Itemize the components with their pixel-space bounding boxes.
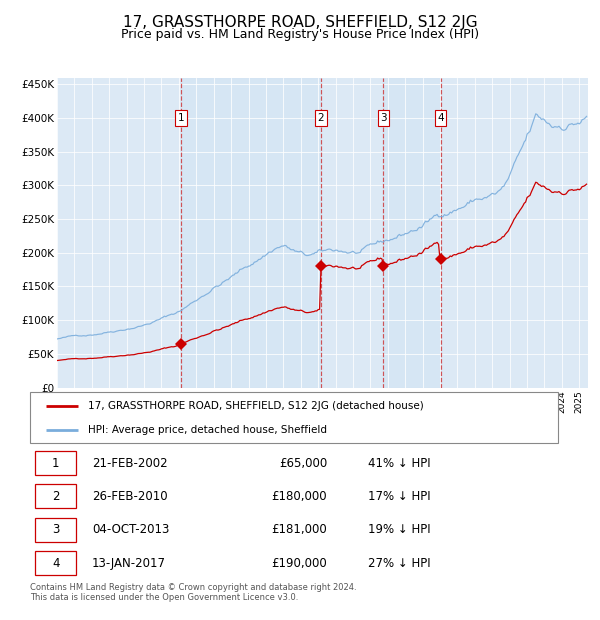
- Text: 19% ↓ HPI: 19% ↓ HPI: [367, 523, 430, 536]
- Text: £181,000: £181,000: [271, 523, 327, 536]
- Text: £180,000: £180,000: [271, 490, 327, 503]
- Text: 17, GRASSTHORPE ROAD, SHEFFIELD, S12 2JG (detached house): 17, GRASSTHORPE ROAD, SHEFFIELD, S12 2JG…: [88, 401, 424, 411]
- Bar: [181, 78, 321, 388]
- Bar: [383, 78, 440, 388]
- Text: 17% ↓ HPI: 17% ↓ HPI: [367, 490, 430, 503]
- Text: 13-JAN-2017: 13-JAN-2017: [92, 557, 166, 570]
- FancyBboxPatch shape: [35, 551, 76, 575]
- Text: £190,000: £190,000: [271, 557, 327, 570]
- Text: 1: 1: [178, 113, 184, 123]
- Text: 17, GRASSTHORPE ROAD, SHEFFIELD, S12 2JG: 17, GRASSTHORPE ROAD, SHEFFIELD, S12 2JG: [122, 16, 478, 30]
- FancyBboxPatch shape: [30, 392, 558, 443]
- Text: 04-OCT-2013: 04-OCT-2013: [92, 523, 169, 536]
- Text: Price paid vs. HM Land Registry's House Price Index (HPI): Price paid vs. HM Land Registry's House …: [121, 28, 479, 41]
- Text: 21-FEB-2002: 21-FEB-2002: [92, 456, 168, 469]
- Text: 2: 2: [317, 113, 324, 123]
- FancyBboxPatch shape: [35, 518, 76, 542]
- Text: 41% ↓ HPI: 41% ↓ HPI: [367, 456, 430, 469]
- Text: 4: 4: [437, 113, 444, 123]
- Text: 1: 1: [52, 456, 59, 469]
- Text: 26-FEB-2010: 26-FEB-2010: [92, 490, 168, 503]
- FancyBboxPatch shape: [35, 484, 76, 508]
- Text: 3: 3: [52, 523, 59, 536]
- Text: 4: 4: [52, 557, 59, 570]
- Text: 2: 2: [52, 490, 59, 503]
- Text: Contains HM Land Registry data © Crown copyright and database right 2024.
This d: Contains HM Land Registry data © Crown c…: [30, 583, 356, 602]
- Text: 27% ↓ HPI: 27% ↓ HPI: [367, 557, 430, 570]
- FancyBboxPatch shape: [35, 451, 76, 475]
- Text: 3: 3: [380, 113, 387, 123]
- Text: HPI: Average price, detached house, Sheffield: HPI: Average price, detached house, Shef…: [88, 425, 327, 435]
- Text: £65,000: £65,000: [279, 456, 327, 469]
